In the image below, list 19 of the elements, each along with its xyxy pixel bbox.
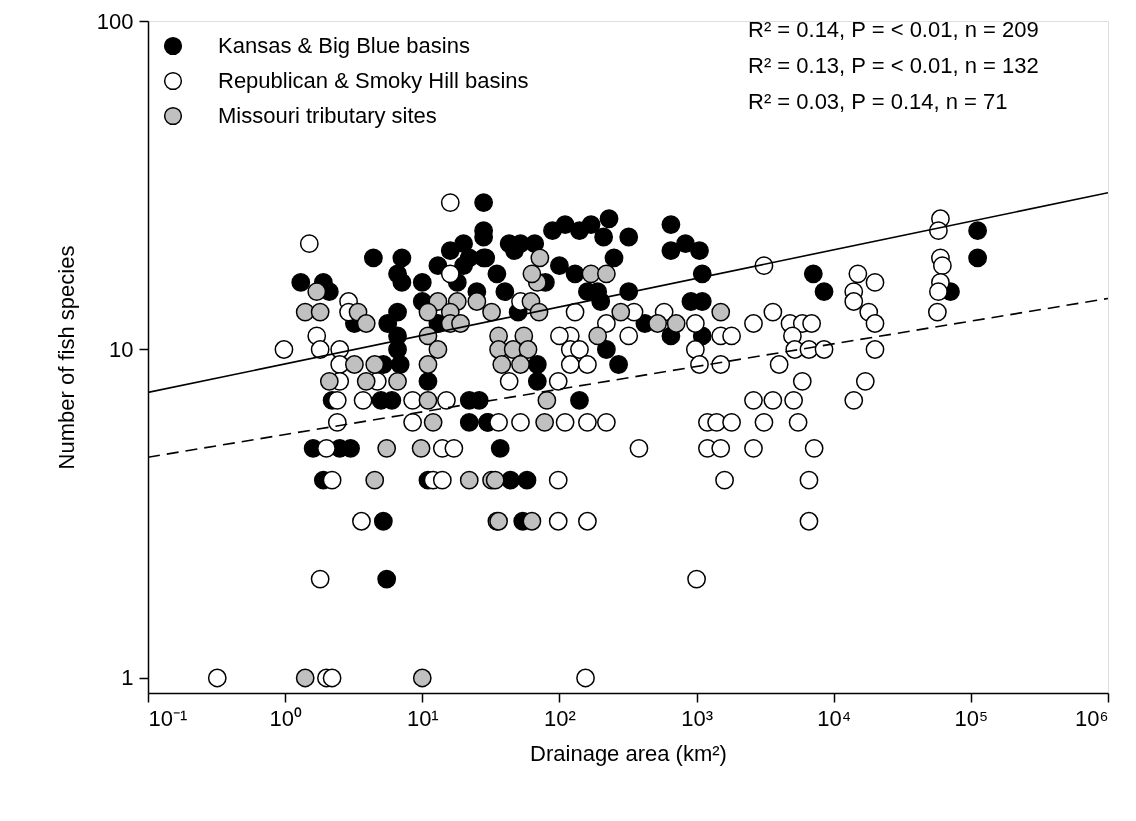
y-tick-label: 100 [96,8,134,34]
x-tick-label: 10² [544,705,576,731]
x-tick-label: 10⁻¹ [148,705,188,731]
legend-label: Missouri tributary sites [218,103,437,128]
annotation: R² = 0.13, P = < 0.01, n = 132 [748,53,1039,78]
x-tick-label: 10⁶ [1074,705,1109,731]
x-tick-label: 10¹ [406,705,439,731]
legend-label: Kansas & Big Blue basins [218,33,470,58]
y-axis-title: Number of fish species [53,245,79,470]
x-tick-label: 10⁴ [817,705,852,731]
annotation: R² = 0.14, P = < 0.01, n = 209 [748,17,1039,42]
x-tick-label: 10⁰ [269,705,302,731]
y-tick-label: 1 [121,665,134,691]
legend-label: Republican & Smoky Hill basins [218,68,529,93]
annotation: R² = 0.03, P = 0.14, n = 71 [748,89,1008,114]
y-tick-label: 10 [109,336,134,362]
x-axis-title: Drainage area (km²) [530,740,727,766]
x-tick-label: 10³ [681,705,713,731]
x-tick-label: 10⁵ [954,705,989,731]
